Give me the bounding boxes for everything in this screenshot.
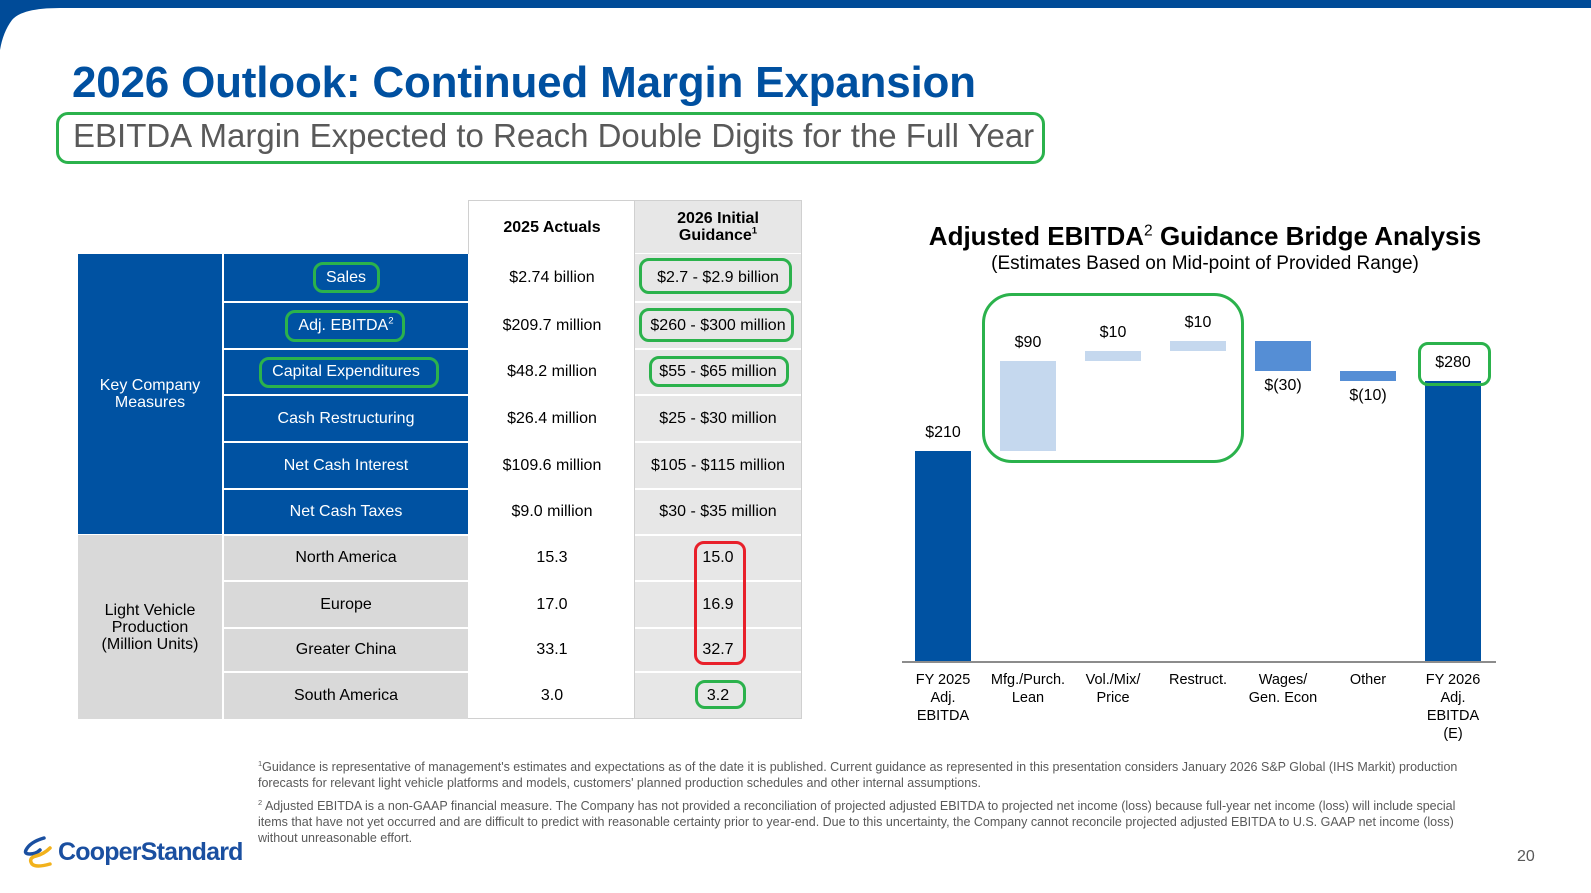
guidance-cash-restructuring: $25 - $30 million: [635, 396, 801, 441]
page-subtitle: EBITDA Margin Expected to Reach Double D…: [73, 117, 1035, 154]
category-label-line: Mfg./Purch.: [990, 672, 1066, 688]
chart-x-axis: [902, 661, 1496, 663]
footnote-2: 2 Adjusted EBITDA is a non-GAAP financia…: [258, 797, 1456, 845]
bar-total: [1425, 381, 1481, 661]
category-label-line: Restruct.: [1168, 672, 1227, 688]
table-border-bottom: [468, 718, 802, 719]
bar-value-label: $10: [1099, 324, 1127, 341]
category-label-line: EBITDA: [916, 708, 970, 724]
actual-north-america: 15.3: [469, 536, 635, 580]
chart-title: Adjusted EBITDA2 Guidance Bridge Analysi…: [928, 221, 1482, 251]
actual-cash-restructuring: $26.4 million: [469, 396, 635, 441]
category-label-line: FY 2026: [1425, 672, 1481, 688]
company-logo: CooperStandard: [22, 832, 243, 872]
bar-value-label: $(10): [1349, 387, 1387, 404]
metric-cash-restructuring: Cash Restructuring: [224, 396, 468, 441]
actual-adj-ebitda: $209.7 million: [469, 303, 635, 348]
category-label-line: Other: [1349, 672, 1387, 688]
metric-greater-china: Greater China: [224, 629, 468, 671]
guidance-greater-china: 32.7: [635, 629, 801, 671]
bar-value-label: $90: [1014, 334, 1042, 351]
category-label-line: Gen. Econ: [1248, 690, 1318, 706]
guidance-net-cash-interest: $105 - $115 million: [635, 443, 801, 488]
logo-swoosh-icon: [23, 836, 52, 868]
actual-capital-expenditures: $48.2 million: [469, 350, 635, 394]
metric-adj-ebitda: Adj. EBITDA2: [224, 303, 468, 348]
metric-net-cash-taxes: Net Cash Taxes: [224, 490, 468, 534]
metric-sales: Sales: [224, 254, 468, 301]
bar-value-label: $210: [925, 424, 961, 441]
actual-greater-china: 33.1: [469, 629, 635, 671]
bar-increase: [1170, 341, 1226, 351]
guidance-europe: 16.9: [635, 582, 801, 627]
table-border-top: [468, 200, 802, 201]
guidance-adj-ebitda: $260 - $300 million: [635, 303, 801, 348]
actual-net-cash-interest: $109.6 million: [469, 443, 635, 488]
category-label-line: FY 2025: [915, 672, 971, 688]
category-label: Mfg./Purch. Lean: [983, 671, 1073, 707]
actual-south-america: 3.0: [469, 673, 635, 719]
chart-subtitle: (Estimates Based on Mid-point of Provide…: [991, 253, 1419, 274]
category-label-line: Adj.: [930, 690, 956, 706]
category-label: Other: [1323, 671, 1413, 689]
guidance-sales: $2.7 - $2.9 billion: [635, 254, 801, 301]
bar-decrease: [1340, 371, 1396, 381]
bar-value-label: $(30): [1264, 377, 1302, 394]
page-number: 20: [1517, 848, 1535, 865]
category-label-line: Price: [1096, 690, 1130, 706]
bar-increase: [1000, 361, 1056, 451]
category-label-line: Vol./Mix/: [1085, 672, 1141, 688]
category-label-line: Lean: [1011, 690, 1045, 706]
guidance-north-america: 15.0: [635, 536, 801, 580]
guidance-capital-expenditures: $55 - $65 million: [635, 350, 801, 394]
bar-decrease: [1255, 341, 1311, 371]
category-label: Vol./Mix/Price: [1068, 671, 1158, 707]
bar-value-label: $10: [1184, 314, 1212, 331]
metric-north-america: North America: [224, 536, 468, 580]
metric-south-america: South America: [224, 673, 468, 719]
table-border-mid: [634, 200, 635, 719]
category-label-line: Wages/: [1258, 672, 1308, 688]
actual-europe: 17.0: [469, 582, 635, 627]
group-light-vehicle-production: Light Vehicle Production (Million Units): [78, 535, 222, 719]
metric-capital-expenditures: Capital Expenditures: [224, 350, 468, 394]
group-key-company-measures: Key Company Measures: [78, 254, 222, 534]
category-label-line: EBITDA: [1426, 708, 1480, 724]
category-label: FY 2026 Adj. EBITDA (E): [1408, 671, 1498, 743]
metric-europe: Europe: [224, 582, 468, 627]
highlight-fy2026-total: [1418, 342, 1491, 386]
category-label-line: (E): [1443, 726, 1463, 742]
top-banner: [0, 0, 1591, 8]
category-label-line: Adj.: [1440, 690, 1466, 706]
actual-net-cash-taxes: $9.0 million: [469, 490, 635, 534]
bar-increase: [1085, 351, 1141, 361]
header-guidance: 2026 Initial Guidance1: [635, 201, 801, 253]
guidance-net-cash-taxes: $30 - $35 million: [635, 490, 801, 534]
bar-total: [915, 451, 971, 661]
actual-sales: $2.74 billion: [469, 254, 635, 301]
category-label: Wages/Gen. Econ: [1238, 671, 1328, 707]
category-label: FY 2025 Adj. EBITDA: [898, 671, 988, 725]
bar-value-label: $280: [1435, 354, 1471, 371]
highlight-positive-drivers: [982, 293, 1244, 463]
logo-text: CooperStandard: [58, 837, 243, 866]
page-title: 2026 Outlook: Continued Margin Expansion: [72, 58, 976, 107]
metric-net-cash-interest: Net Cash Interest: [224, 443, 468, 488]
category-label: Restruct.: [1153, 671, 1243, 689]
table-border-left: [468, 200, 469, 254]
table-border-right: [801, 200, 802, 719]
header-actuals: 2025 Actuals: [469, 201, 635, 253]
footnote-1: 1Guidance is representative of managemen…: [258, 758, 1458, 790]
guidance-south-america: 3.2: [635, 673, 801, 719]
corner-decoration: [0, 0, 60, 50]
